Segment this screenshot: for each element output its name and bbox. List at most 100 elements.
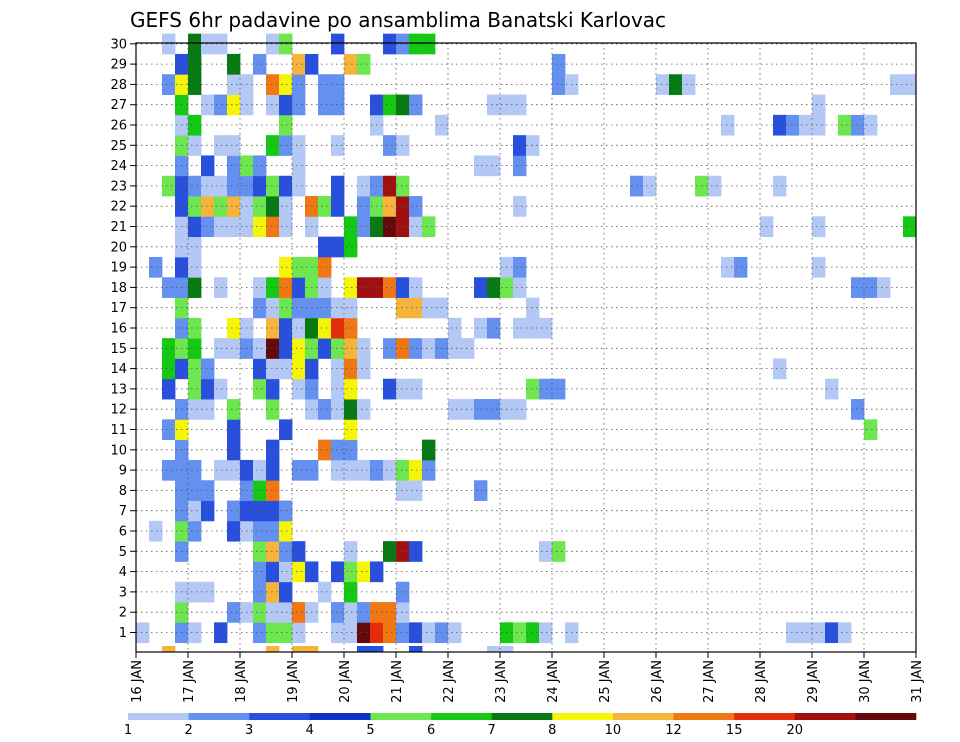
legend-label: 7 [488, 723, 496, 738]
heatmap-cell [292, 541, 306, 562]
legend-swatch [309, 713, 371, 720]
heatmap-cell [279, 581, 293, 603]
heatmap-cell [331, 74, 345, 95]
heatmap-cell [279, 114, 293, 136]
heatmap-cell [318, 94, 332, 116]
heatmap-cell [656, 74, 670, 95]
heatmap-cell [318, 439, 332, 461]
heatmap-cell [409, 216, 423, 238]
heatmap-cell [344, 338, 358, 359]
heatmap-cell [305, 646, 319, 653]
heatmap-cell [357, 459, 371, 481]
heatmap-cell [214, 94, 228, 116]
x-tick-label: 23 JAN [494, 660, 509, 703]
heatmap-cell [318, 196, 332, 217]
heatmap-cell [357, 277, 371, 298]
heatmap-cell [487, 317, 501, 339]
y-tick-label: 29 [110, 58, 127, 73]
heatmap-cell [487, 94, 501, 116]
x-axis: 16 JAN 17 JAN 18 JAN 19 JAN 20 JAN 21 JAN 22 J… [130, 652, 925, 703]
heatmap-cell [344, 399, 358, 420]
heatmap-cell [513, 277, 527, 298]
y-tick-label: 19 [110, 261, 127, 276]
heatmap-cell [383, 135, 397, 156]
heatmap-cell [903, 74, 917, 95]
heatmap-cell [188, 480, 202, 501]
heatmap-cell [357, 646, 371, 653]
heatmap-cell [773, 358, 787, 380]
heatmap-cell [292, 459, 306, 481]
y-tick-label: 7 [119, 504, 127, 519]
heatmap-cell [188, 196, 202, 217]
heatmap-cell [253, 561, 267, 583]
heatmap-cell [292, 74, 306, 95]
heatmap-cell [344, 277, 358, 298]
heatmap-cell [292, 135, 306, 156]
heatmap-cell [292, 378, 306, 400]
x-tick-label: 30 JAN [858, 660, 873, 703]
heatmap-cell [266, 622, 280, 644]
heatmap-cell [188, 53, 202, 75]
heatmap-cell [344, 378, 358, 400]
heatmap-cell [266, 196, 280, 217]
heatmap-cell [188, 500, 202, 522]
heatmap-cell [552, 378, 566, 400]
heatmap-cell [513, 155, 527, 177]
y-tick-label: 1 [119, 626, 127, 641]
heatmap-cell [227, 399, 241, 420]
heatmap-cell [292, 175, 306, 197]
heatmap-cell [357, 399, 371, 420]
x-tick-label: 31 JAN [910, 660, 925, 703]
heatmap-cell [188, 581, 202, 603]
heatmap-cell [266, 94, 280, 116]
heatmap-cell [266, 480, 280, 501]
heatmap-cell [318, 297, 332, 319]
heatmap-cell [812, 256, 826, 278]
heatmap-cell [864, 114, 878, 136]
heatmap-cell [279, 256, 293, 278]
heatmap-cell [773, 175, 787, 197]
heatmap-cell [227, 317, 241, 339]
heatmap-cell [513, 399, 527, 420]
heatmap-cell [448, 317, 462, 339]
heatmap-cell [279, 74, 293, 95]
heatmap-cell [279, 175, 293, 197]
heatmap-cell [552, 74, 566, 95]
heatmap-cell [396, 602, 410, 623]
heatmap-cell [162, 277, 176, 298]
y-tick-label: 5 [119, 545, 127, 560]
heatmap-cell [266, 297, 280, 319]
heatmap-cell [227, 602, 241, 623]
legend-swatch [855, 713, 917, 720]
heatmap-cell [331, 94, 345, 116]
y-tick-label: 30 [110, 37, 127, 52]
heatmap-cell [266, 175, 280, 197]
heatmap-cell [513, 256, 527, 278]
heatmap-cell [331, 622, 345, 644]
heatmap-cell [253, 216, 267, 238]
heatmap-cell [383, 338, 397, 359]
heatmap-cell [409, 94, 423, 116]
x-tick-label: 18 JAN [234, 660, 249, 703]
heatmap-cell [253, 378, 267, 400]
heatmap-cell [201, 358, 215, 380]
heatmap-cell [344, 53, 358, 75]
heatmap-cell [786, 622, 800, 644]
heatmap-cell [318, 236, 332, 258]
heatmap-cell [227, 74, 241, 95]
heatmap-cell [279, 602, 293, 623]
heatmap-cell [331, 561, 345, 583]
heatmap-cell [409, 277, 423, 298]
heatmap-cell [539, 317, 553, 339]
heatmap-cell [331, 378, 345, 400]
heatmap-cell [318, 256, 332, 278]
heatmap-cell [279, 135, 293, 156]
heatmap-cell [318, 399, 332, 420]
heatmap-cell [266, 358, 280, 380]
heatmap-cell [344, 236, 358, 258]
heatmap-cell [526, 622, 540, 644]
heatmap-cell [266, 378, 280, 400]
x-tick-label: 16 JAN [130, 660, 145, 703]
legend-swatch [673, 713, 735, 720]
heatmap-cell [682, 74, 696, 95]
